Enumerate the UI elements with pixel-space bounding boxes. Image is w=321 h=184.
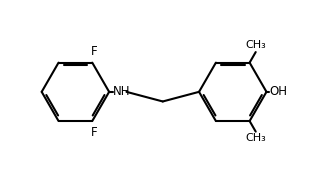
- Text: OH: OH: [270, 85, 288, 98]
- Text: NH: NH: [113, 85, 130, 98]
- Text: CH₃: CH₃: [245, 40, 266, 50]
- Text: F: F: [91, 126, 97, 139]
- Text: CH₃: CH₃: [245, 133, 266, 143]
- Text: F: F: [91, 45, 97, 58]
